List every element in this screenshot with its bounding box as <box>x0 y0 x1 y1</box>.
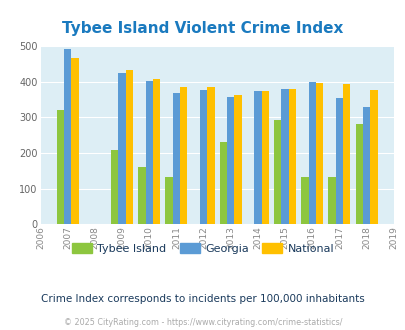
Bar <box>145 81 153 224</box>
Bar <box>153 79 160 224</box>
Bar <box>261 91 268 224</box>
Bar <box>173 92 180 224</box>
Bar <box>64 49 71 224</box>
Bar <box>111 149 118 224</box>
Bar <box>118 73 126 224</box>
Bar <box>226 97 234 224</box>
Legend: Tybee Island, Georgia, National: Tybee Island, Georgia, National <box>67 239 338 258</box>
Bar <box>362 107 369 224</box>
Bar <box>369 90 377 224</box>
Bar <box>234 95 241 224</box>
Bar <box>165 177 173 224</box>
Bar <box>335 98 342 224</box>
Bar <box>315 83 322 224</box>
Bar <box>71 58 79 224</box>
Bar <box>207 87 214 224</box>
Bar <box>138 167 145 224</box>
Bar <box>254 91 261 224</box>
Bar <box>126 70 133 224</box>
Bar <box>308 82 315 224</box>
Bar <box>200 90 207 224</box>
Bar <box>57 110 64 224</box>
Text: Tybee Island Violent Crime Index: Tybee Island Violent Crime Index <box>62 20 343 36</box>
Bar <box>219 143 226 224</box>
Text: Crime Index corresponds to incidents per 100,000 inhabitants: Crime Index corresponds to incidents per… <box>41 294 364 304</box>
Bar <box>273 120 281 224</box>
Bar <box>180 87 187 224</box>
Bar <box>355 123 362 224</box>
Bar <box>342 84 350 224</box>
Text: © 2025 CityRating.com - https://www.cityrating.com/crime-statistics/: © 2025 CityRating.com - https://www.city… <box>64 318 341 327</box>
Bar <box>328 177 335 224</box>
Bar <box>288 89 295 224</box>
Bar <box>301 177 308 224</box>
Bar <box>281 89 288 224</box>
